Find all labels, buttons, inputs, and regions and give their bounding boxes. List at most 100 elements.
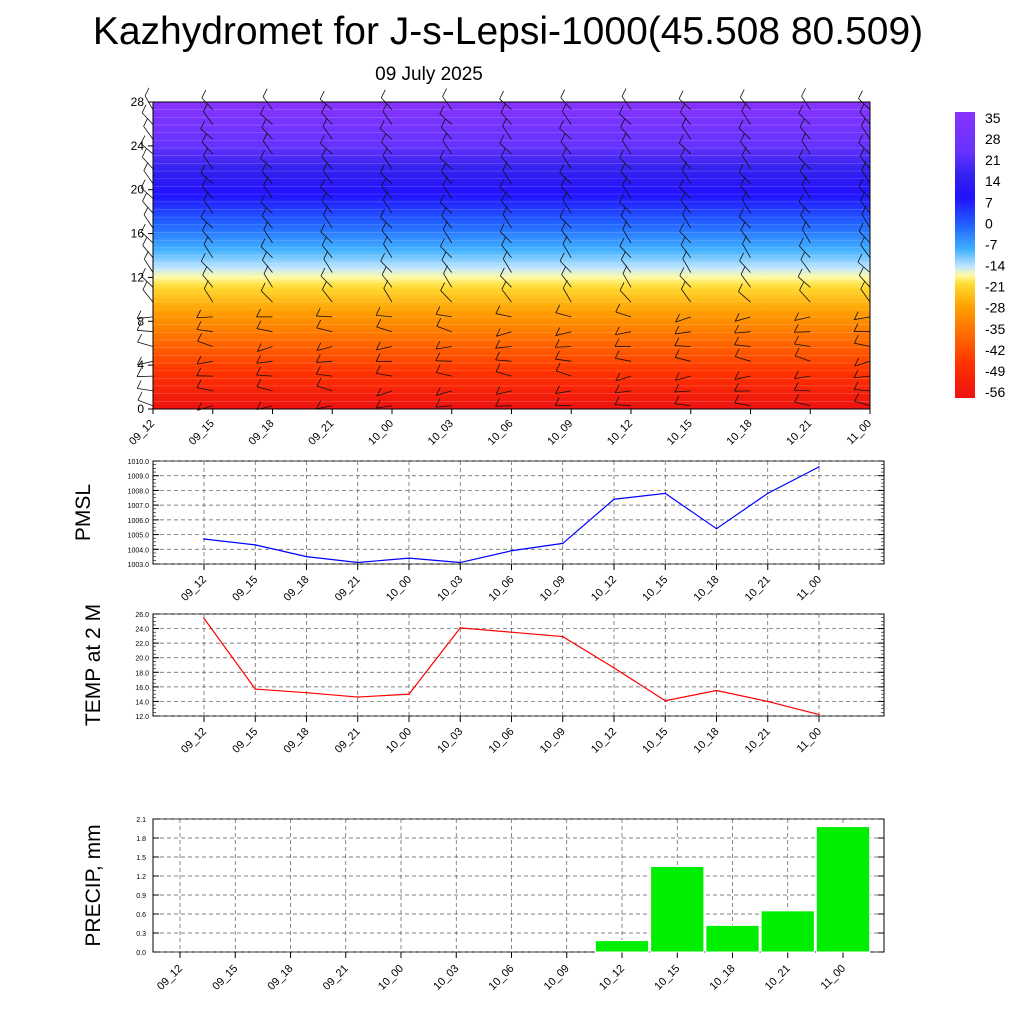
y-tick-label: 1008.0 [128, 488, 150, 495]
pmsl-point [766, 492, 769, 495]
wind-barb-flag [381, 178, 387, 187]
x-tick-label: 09_18 [266, 963, 296, 993]
wind-barb [678, 142, 692, 155]
wind-barb-flag [674, 395, 680, 404]
wind-barb [794, 389, 811, 392]
wind-barb-flag [261, 119, 267, 128]
colorbar-label: -56 [985, 384, 1005, 400]
plot-frame [152, 613, 885, 717]
wind-barb [257, 346, 273, 352]
pmsl-point [408, 557, 410, 559]
wind-barb [499, 231, 512, 244]
wind-barb [260, 246, 273, 258]
wind-barb-flag [382, 191, 388, 201]
x-tick-label: 10_18 [692, 726, 722, 756]
wind-barb [501, 200, 512, 214]
wind-barb-flag [196, 309, 202, 318]
wind-barb-flag [798, 149, 804, 158]
wind-barb-flag [681, 117, 687, 127]
wind-barb-flag [500, 148, 506, 157]
wind-barb [858, 186, 871, 199]
wind-barb [376, 405, 393, 409]
wind-barb [622, 228, 632, 244]
wind-barb [854, 360, 871, 367]
wind-barb-flag [322, 281, 327, 290]
wind-barb-flag [500, 104, 506, 113]
temp-point [203, 617, 205, 620]
precip-bar [760, 910, 815, 953]
wind-barb [500, 156, 512, 170]
y-tick-label: 28 [131, 95, 145, 109]
wind-barb-flag [440, 238, 445, 247]
wind-barb [380, 216, 393, 229]
wind-barb [203, 155, 214, 170]
wind-barb [799, 245, 811, 258]
wind-barb-flag [861, 117, 866, 126]
wind-barb-flag [321, 148, 327, 157]
wind-barb-flag [620, 163, 626, 172]
wind-barb-flag [555, 327, 561, 336]
wind-barb-flag [256, 355, 261, 364]
temp-point [818, 713, 820, 716]
wind-barb [742, 243, 751, 258]
wind-barb-flag [321, 237, 327, 246]
wind-barb-flag [734, 324, 739, 334]
y-tick-label: 1006.0 [128, 518, 150, 525]
wind-barb-flag [315, 307, 321, 317]
x-tick-label: 10_00 [366, 418, 396, 448]
wind-barb [263, 184, 273, 199]
upper-air-panel: 0 4 8 12 16 20 24 28 09_12 09_15 09_18 09_21 10_00 10… [127, 87, 874, 448]
wind-barb [555, 370, 572, 377]
wind-barb-flag [435, 398, 441, 408]
wind-barb-flag [559, 252, 565, 262]
wind-barb-flag [740, 221, 746, 231]
wind-barb-flag [734, 348, 740, 357]
x-tick-label: 09_12 [127, 418, 157, 448]
wind-barb [741, 110, 751, 125]
wind-barb-flag [554, 339, 560, 348]
y-tick-label: 8 [137, 314, 144, 328]
wind-barb [798, 201, 811, 214]
wind-barb [622, 273, 632, 288]
wind-barb [858, 142, 871, 155]
wind-barb [798, 113, 811, 125]
wind-barb [200, 261, 214, 273]
wind-barb [436, 372, 452, 377]
precip-bar [815, 826, 871, 953]
wind-barb [675, 316, 691, 323]
wind-barb-flag [800, 207, 805, 216]
wind-barb [682, 258, 692, 273]
wind-barb [502, 214, 512, 229]
wind-barb [619, 245, 632, 258]
wind-barb [495, 390, 512, 395]
wind-barb [196, 329, 213, 333]
wind-barb-flag [322, 117, 328, 127]
wind-barb-flag [800, 251, 806, 260]
wind-barb-flag [137, 392, 143, 401]
y-tick-label: 1.8 [136, 836, 146, 843]
wind-barb [854, 375, 871, 379]
wind-barb-flag [321, 192, 327, 202]
wind-barb [800, 215, 811, 229]
wind-barb [854, 342, 871, 347]
y-tick-label: 1003.0 [128, 562, 150, 569]
wind-barb [261, 127, 273, 140]
x-tick-label: 11_00 [795, 726, 825, 756]
precip-ylabel: PRECIP, mm [82, 824, 105, 946]
wind-barb [502, 170, 512, 184]
y-tick-label: 24 [131, 139, 145, 153]
wind-barb-flag [614, 384, 620, 394]
wind-barb [196, 316, 213, 319]
wind-barb [621, 96, 632, 110]
wind-barb-flag [382, 147, 388, 156]
colorbar-label: 21 [985, 152, 1001, 168]
x-tick-label: 10_06 [487, 574, 517, 604]
wind-barb [261, 171, 273, 184]
wind-barb-flag [679, 178, 684, 188]
wind-barb-flag [376, 387, 382, 397]
wind-barb [439, 201, 453, 214]
temp-point [510, 631, 513, 634]
wind-barb-flag [619, 238, 625, 247]
wind-barb [256, 360, 273, 364]
